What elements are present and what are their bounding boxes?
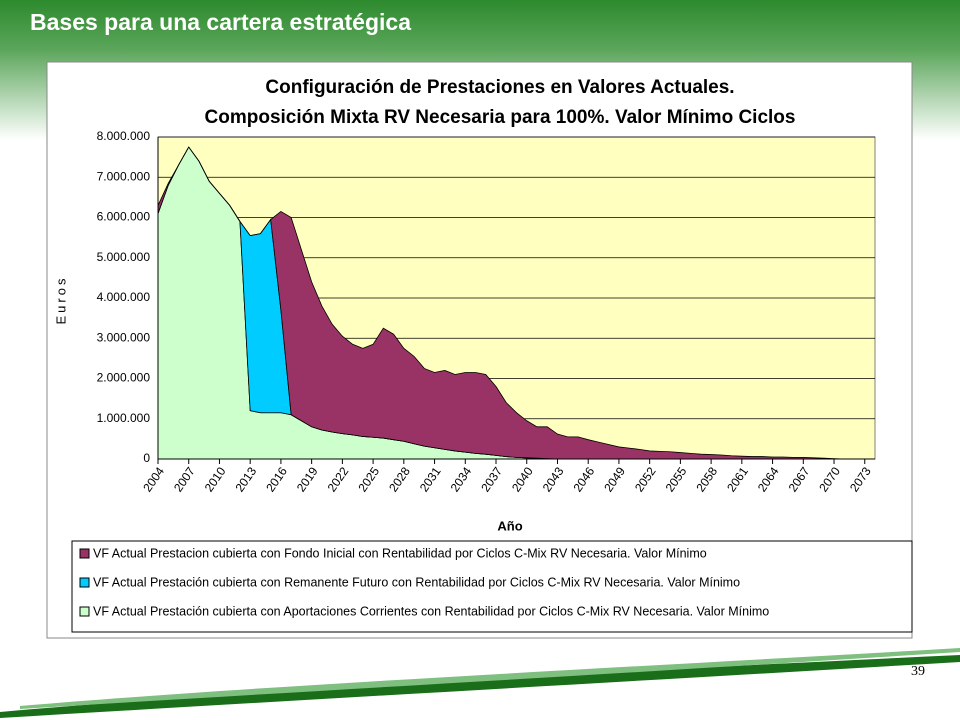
swoosh xyxy=(0,655,960,718)
legend-label: VF Actual Prestación cubierta con Remane… xyxy=(93,575,740,589)
slide-title: Bases para una cartera estratégica xyxy=(30,9,411,35)
legend-swatch xyxy=(79,577,90,588)
y-tick-label: 7.000.000 xyxy=(97,169,151,183)
legend-swatch xyxy=(79,548,90,559)
y-tick-label: 0 xyxy=(143,451,150,465)
y-tick-label: 3.000.000 xyxy=(97,330,151,344)
legend-box xyxy=(71,540,913,633)
x-axis-label: Año xyxy=(497,518,522,533)
legend-swatch xyxy=(79,606,90,617)
chart-title: Composición Mixta RV Necesaria para 100%… xyxy=(205,107,796,128)
page-number: 39 xyxy=(911,664,925,679)
chart-title: Configuración de Prestaciones en Valores… xyxy=(265,77,734,98)
y-tick-label: 4.000.000 xyxy=(97,290,151,304)
legend-label: VF Actual Prestacion cubierta con Fondo … xyxy=(93,546,707,560)
y-axis-label: Euros xyxy=(53,276,68,325)
y-tick-label: 5.000.000 xyxy=(97,250,151,264)
y-tick-label: 8.000.000 xyxy=(97,129,151,143)
y-tick-label: 1.000.000 xyxy=(97,411,151,425)
swoosh-light xyxy=(20,648,960,709)
y-tick-label: 6.000.000 xyxy=(97,210,151,224)
legend-label: VF Actual Prestación cubierta con Aporta… xyxy=(93,604,769,618)
y-tick-label: 2.000.000 xyxy=(97,371,151,385)
